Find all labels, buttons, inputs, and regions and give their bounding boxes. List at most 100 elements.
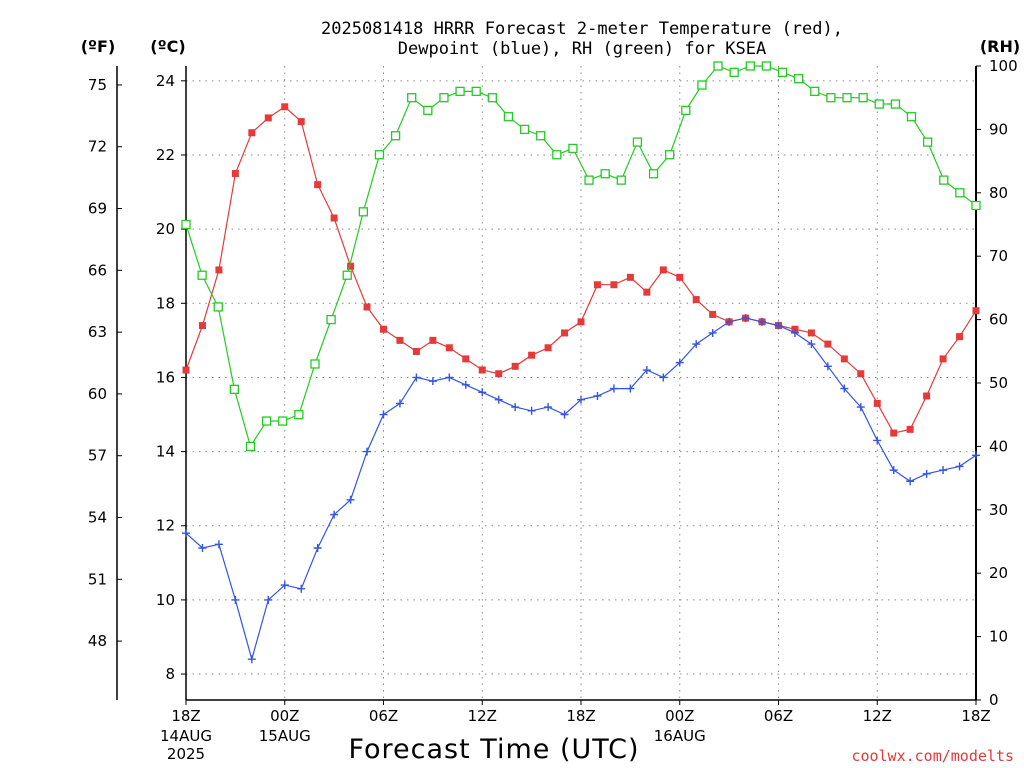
data-point: [552, 150, 562, 160]
data-point: [412, 373, 421, 382]
data-point: [214, 540, 223, 549]
data-point: [807, 340, 816, 349]
data-point: [568, 143, 578, 154]
grid: [186, 66, 976, 700]
data-point: [939, 355, 947, 363]
data-point: [697, 80, 707, 90]
data-point: [347, 262, 355, 270]
data-point: [511, 362, 519, 370]
data-point: [729, 67, 739, 77]
data-point: [972, 307, 980, 315]
data-point: [890, 99, 901, 109]
data-point: [313, 543, 322, 552]
data-point: [874, 99, 884, 109]
data-point: [455, 86, 465, 97]
fahrenheit-tick-label: 63: [88, 323, 107, 341]
chart-title-line-1: 2025081418 HRRR Forecast 2-meter Tempera…: [321, 19, 843, 39]
celsius-tick-label: 22: [156, 146, 175, 164]
data-point: [297, 118, 305, 126]
rh-tick-label: 70: [989, 247, 1008, 265]
x-tick-label: 12Z: [468, 707, 497, 725]
data-point: [412, 347, 420, 355]
data-point: [248, 129, 256, 137]
data-point: [182, 366, 190, 374]
fahrenheit-tick-label: 72: [88, 138, 107, 156]
data-point: [692, 296, 700, 304]
data-point: [342, 270, 352, 280]
data-point: [527, 406, 536, 415]
data-point: [593, 391, 602, 400]
data-point: [314, 181, 322, 189]
data-point: [396, 336, 404, 344]
data-point: [181, 219, 191, 230]
data-point: [810, 86, 820, 97]
data-point: [478, 366, 486, 374]
data-point: [471, 86, 481, 97]
data-point: [390, 131, 401, 141]
data-point: [873, 436, 882, 445]
data-point: [215, 266, 223, 274]
rh-tick-label: 40: [989, 437, 1008, 455]
data-point: [955, 462, 964, 471]
data-point: [495, 370, 503, 378]
data-point: [197, 270, 207, 280]
data-point: [725, 317, 734, 326]
data-point: [840, 384, 849, 393]
data-point: [643, 288, 651, 296]
rh-tick-label: 80: [989, 184, 1008, 202]
data-point: [826, 93, 836, 103]
data-point: [511, 403, 520, 412]
data-point: [423, 105, 433, 116]
data-point: [745, 61, 755, 71]
data-point: [774, 321, 783, 330]
data-point: [577, 395, 585, 404]
data-point: [310, 359, 320, 369]
data-point: [346, 495, 355, 504]
celsius-tick-label: 8: [165, 665, 175, 683]
rh-tick-label: 0: [989, 691, 999, 709]
data-point: [761, 61, 772, 71]
data-point: [708, 328, 717, 337]
data-point: [777, 67, 788, 77]
fahrenheit-tick-label: 69: [88, 200, 107, 218]
celsius-tick-label: 14: [156, 443, 175, 461]
data-point: [906, 112, 917, 122]
data-point: [741, 314, 750, 323]
data-point: [198, 322, 206, 330]
data-point: [858, 93, 868, 103]
data-point: [374, 150, 385, 160]
celsius-tick-label: 10: [156, 591, 175, 609]
data-point: [264, 114, 272, 122]
data-point: [823, 362, 832, 371]
data-point: [561, 329, 569, 337]
data-point: [758, 317, 767, 326]
data-point: [560, 410, 569, 419]
data-point: [676, 273, 684, 281]
data-point: [326, 314, 336, 325]
data-point: [955, 188, 965, 198]
x-tick-label: 06Z: [369, 707, 398, 725]
data-point: [906, 425, 914, 433]
x-tick-label: 12Z: [863, 707, 892, 725]
celsius-tick-label: 16: [156, 368, 175, 386]
data-point: [642, 366, 651, 375]
data-point: [182, 529, 190, 538]
data-point: [280, 581, 289, 590]
data-point: [709, 310, 717, 318]
data-point: [544, 344, 552, 352]
data-point: [939, 175, 949, 185]
data-point: [429, 336, 437, 344]
data-point: [626, 273, 634, 281]
data-point: [231, 170, 239, 178]
data-point: [297, 584, 306, 593]
data-point: [278, 416, 288, 426]
data-point: [245, 441, 256, 452]
fahrenheit-tick-label: 75: [88, 76, 107, 94]
data-point: [840, 355, 848, 363]
data-point: [922, 469, 931, 478]
data-point: [213, 302, 223, 312]
data-point: [461, 380, 470, 389]
series-1: [182, 314, 980, 664]
data-point: [906, 477, 915, 486]
